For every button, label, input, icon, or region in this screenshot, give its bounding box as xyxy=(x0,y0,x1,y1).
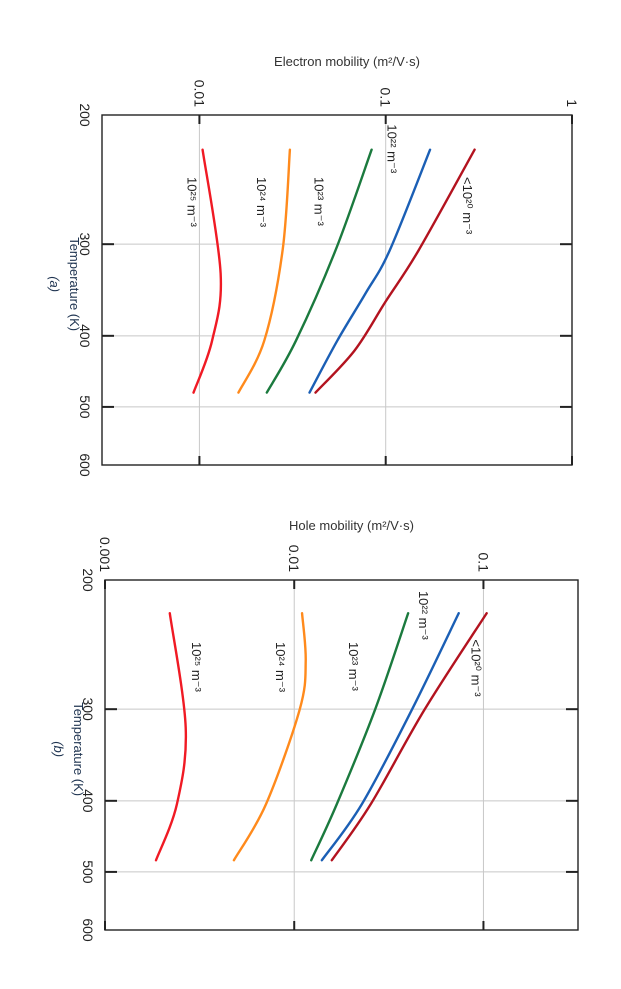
y-tick-label: 200 xyxy=(80,568,96,592)
x-tick-label: 0.01 xyxy=(286,545,302,572)
y-axis-label: Temperature (K) xyxy=(71,702,86,796)
y-tick-label: 400 xyxy=(77,324,93,348)
x-tick-label: 1 xyxy=(564,99,580,107)
panel-label: (b) xyxy=(51,741,66,757)
series-label: 10²⁵ m⁻³ xyxy=(189,642,204,692)
chart-panel-b: 0.001 0.01 0.1 200 300 400 500 600 Hole mobility… xyxy=(51,518,579,942)
x-tick-label: 0.01 xyxy=(191,80,207,107)
y-tick-label: 500 xyxy=(77,395,93,419)
y-axis-label: Temperature (K) xyxy=(67,237,82,331)
x-tick-label: 0.1 xyxy=(475,553,491,573)
panel-label: (a) xyxy=(47,276,62,292)
series-line-1 xyxy=(320,612,460,862)
series-label: 10²⁴ m⁻³ xyxy=(254,177,269,228)
y-tick-label: 600 xyxy=(77,453,93,477)
plot-frame xyxy=(104,579,579,931)
series-label: 10²³ m⁻³ xyxy=(346,642,361,691)
series-line-3 xyxy=(232,612,307,862)
series-line-3 xyxy=(237,148,292,394)
chart-panel-a: 0.01 0.1 1 200 300 400 500 600 Electron mobility… xyxy=(47,54,580,477)
y-tick-label: 500 xyxy=(80,860,96,884)
series-line-4 xyxy=(154,612,188,862)
series-label: 10²² m⁻³ xyxy=(416,591,431,640)
y-tick-label: 600 xyxy=(80,918,96,942)
series-label: 10²⁵ m⁻³ xyxy=(185,177,200,227)
chart-title: Electron mobility (m²/V·s) xyxy=(274,54,420,69)
series-line-0 xyxy=(330,612,488,862)
series-label: 10²³ m⁻³ xyxy=(311,177,326,226)
y-tick-label: 200 xyxy=(77,103,93,127)
x-tick-label: 0.001 xyxy=(97,537,113,572)
chart-title: Hole mobility (m²/V·s) xyxy=(289,518,414,533)
series-label: <10²⁰ m⁻³ xyxy=(460,177,475,235)
series-line-4 xyxy=(192,148,223,394)
x-tick-label: 0.1 xyxy=(378,88,394,108)
series-label: <10²⁰ m⁻³ xyxy=(468,639,483,697)
y-tick-label: 300 xyxy=(77,232,93,256)
y-tick-label: 400 xyxy=(80,789,96,813)
series-line-1 xyxy=(308,148,432,394)
series-line-0 xyxy=(314,148,476,394)
series-line-2 xyxy=(265,148,373,394)
series-line-2 xyxy=(310,612,410,862)
plot-frame xyxy=(101,114,573,466)
y-tick-label: 300 xyxy=(80,697,96,721)
series-label: 10²² m⁻³ xyxy=(384,124,399,173)
series-label: 10²⁴ m⁻³ xyxy=(273,642,288,693)
